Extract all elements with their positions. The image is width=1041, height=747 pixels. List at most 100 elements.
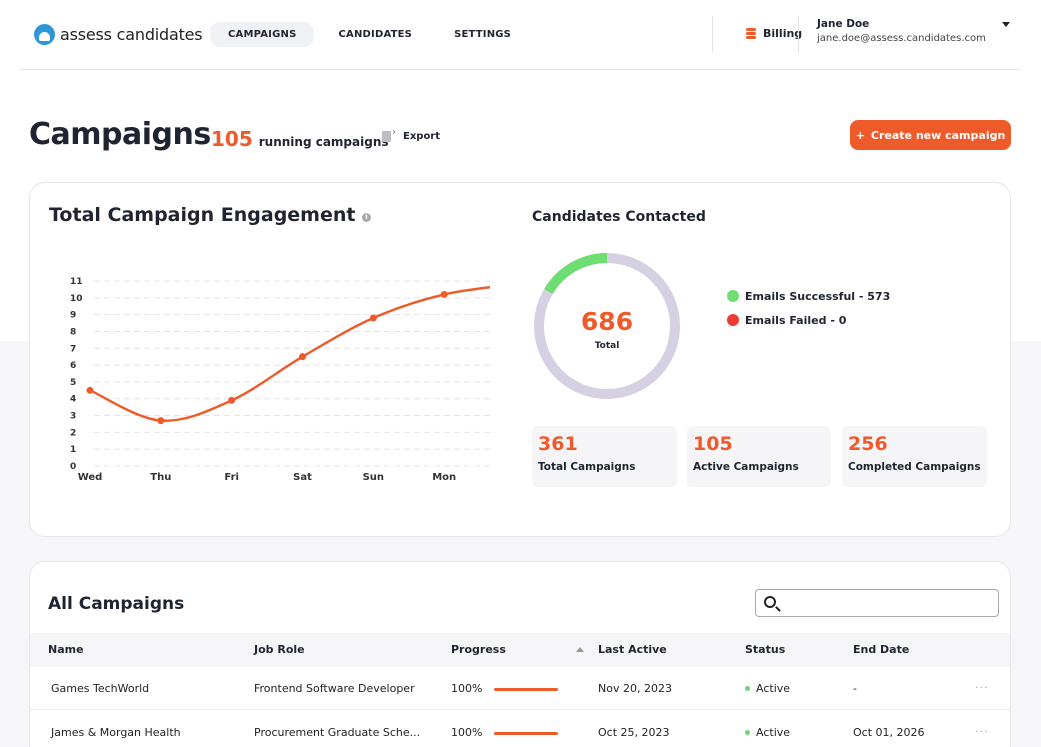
y-tick-label: 8	[70, 327, 76, 337]
cell-progress: 100%	[451, 682, 483, 695]
search-box	[755, 589, 999, 617]
data-point[interactable]	[369, 314, 377, 322]
progress-bar	[494, 732, 558, 735]
nav-settings[interactable]: SETTINGS	[454, 29, 512, 40]
billing-button[interactable]: Billing	[746, 27, 802, 40]
y-tick-label: 0	[70, 462, 76, 472]
y-tick-label: 11	[70, 277, 83, 287]
legend-dot-successful	[727, 290, 739, 302]
logo-text: assess candidates	[60, 25, 203, 44]
legend-failed: Emails Failed - 0	[727, 308, 890, 332]
campaigns-table-card: All Campaigns Name Job Role Progress Las…	[29, 561, 1011, 747]
top-header: assess candidates CAMPAIGNS CANDIDATES S…	[20, 0, 1020, 70]
cell-last-active: Nov 20, 2023	[598, 682, 672, 695]
running-count: 105	[211, 127, 253, 151]
cell-status: Active	[745, 726, 790, 739]
engagement-card: Total Campaign Engagement i 0 1 2 3 4 5 6 7 8 9 10…	[29, 182, 1011, 537]
donut-legend: Emails Successful - 573 Emails Failed - …	[727, 284, 890, 332]
sort-ascending-icon[interactable]	[576, 647, 584, 652]
status-text: Active	[756, 726, 791, 739]
x-tick-label: Mon	[432, 472, 456, 483]
billing-label: Billing	[763, 27, 803, 40]
coins-icon	[746, 28, 757, 39]
stat-value: 105	[693, 433, 733, 455]
main-nav: CAMPAIGNS CANDIDATES SETTINGS	[210, 22, 529, 47]
y-tick-label: 7	[70, 344, 76, 354]
user-name: Jane Doe	[817, 18, 870, 30]
column-header-progress[interactable]: Progress	[451, 643, 506, 656]
header-divider	[798, 16, 799, 52]
series-line	[89, 286, 490, 422]
legend-label: Emails Successful - 573	[745, 289, 891, 303]
cell-name: James & Morgan Health	[51, 726, 181, 739]
cell-end-date: Oct 01, 2026	[853, 726, 925, 739]
column-header-last-active[interactable]: Last Active	[598, 643, 667, 656]
nav-campaigns[interactable]: CAMPAIGNS	[210, 22, 315, 47]
contacted-title: Candidates Contacted	[532, 209, 706, 225]
legend-label: Emails Failed - 0	[745, 313, 847, 327]
column-header-end-date[interactable]: End Date	[853, 643, 910, 656]
data-point[interactable]	[440, 290, 448, 298]
y-tick-label: 3	[70, 412, 76, 422]
stat-active-campaigns: 105 Active Campaigns	[687, 426, 831, 487]
create-campaign-button[interactable]: + Create new campaign	[850, 120, 1011, 150]
header-divider	[712, 16, 713, 52]
table-row[interactable]: James & Morgan Health Procurement Gradua…	[30, 711, 1010, 747]
legend-dot-failed	[727, 314, 739, 326]
nav-candidates[interactable]: CANDIDATES	[338, 29, 413, 40]
stat-completed-campaigns: 256 Completed Campaigns	[842, 426, 987, 487]
chevron-down-icon[interactable]	[1002, 22, 1010, 27]
contacted-donut-chart	[534, 253, 680, 399]
user-email: jane.doe@assess.candidates.com	[817, 33, 986, 44]
donut-total: 686	[580, 307, 634, 336]
cell-last-active: Oct 25, 2023	[598, 726, 670, 739]
progress-bar	[494, 688, 558, 691]
running-campaigns: 105 running campaigns	[211, 127, 389, 151]
status-dot-icon	[745, 685, 750, 691]
logo[interactable]: assess candidates	[34, 24, 203, 45]
export-button[interactable]: Export	[382, 127, 441, 142]
stat-total-campaigns: 361 Total Campaigns	[532, 426, 677, 487]
search-input[interactable]	[784, 592, 994, 614]
data-point[interactable]	[299, 353, 306, 361]
table-row[interactable]: Games TechWorld Frontend Software Develo…	[30, 667, 1010, 710]
y-tick-label: 5	[70, 378, 76, 388]
y-tick-label: 1	[70, 445, 76, 455]
y-tick-label: 10	[70, 294, 83, 304]
cell-status: Active	[745, 682, 790, 695]
stat-label: Completed Campaigns	[848, 461, 981, 473]
legend-successful: Emails Successful - 573	[727, 284, 890, 308]
page-title: Campaigns	[29, 117, 211, 152]
y-tick-label: 2	[70, 428, 76, 438]
export-icon	[382, 127, 396, 142]
cell-progress: 100%	[451, 726, 483, 739]
column-header-status[interactable]: Status	[745, 643, 786, 656]
y-tick-label: 9	[70, 311, 76, 321]
column-header-job-role[interactable]: Job Role	[254, 643, 305, 656]
stat-label: Active Campaigns	[693, 461, 799, 473]
x-tick-label: Thu	[150, 472, 171, 483]
donut-total-label: Total	[594, 341, 620, 351]
data-point[interactable]	[157, 417, 165, 425]
engagement-title: Total Campaign Engagement	[49, 204, 356, 226]
x-tick-label: Sun	[363, 472, 384, 483]
export-label: Export	[403, 131, 441, 142]
cell-end-date: -	[853, 682, 857, 695]
y-tick-label: 6	[70, 361, 76, 371]
donut-success-arc	[534, 253, 680, 399]
data-point[interactable]	[228, 396, 236, 404]
search-icon	[764, 596, 776, 608]
cell-job-role: Frontend Software Developer	[254, 682, 415, 695]
stat-value: 361	[538, 433, 578, 455]
cell-name: Games TechWorld	[51, 682, 150, 695]
user-menu[interactable]: Jane Doe jane.doe@assess.candidates.com	[817, 18, 986, 44]
running-label: running campaigns	[258, 135, 389, 149]
data-point[interactable]	[86, 386, 94, 394]
stat-value: 256	[848, 433, 888, 455]
column-header-name[interactable]: Name	[48, 643, 84, 656]
x-tick-label: Wed	[78, 472, 103, 483]
more-options-icon[interactable]: ···	[975, 681, 989, 694]
y-tick-label: 4	[70, 395, 76, 405]
more-options-icon[interactable]: ···	[975, 725, 989, 738]
info-icon[interactable]: i	[362, 213, 371, 222]
